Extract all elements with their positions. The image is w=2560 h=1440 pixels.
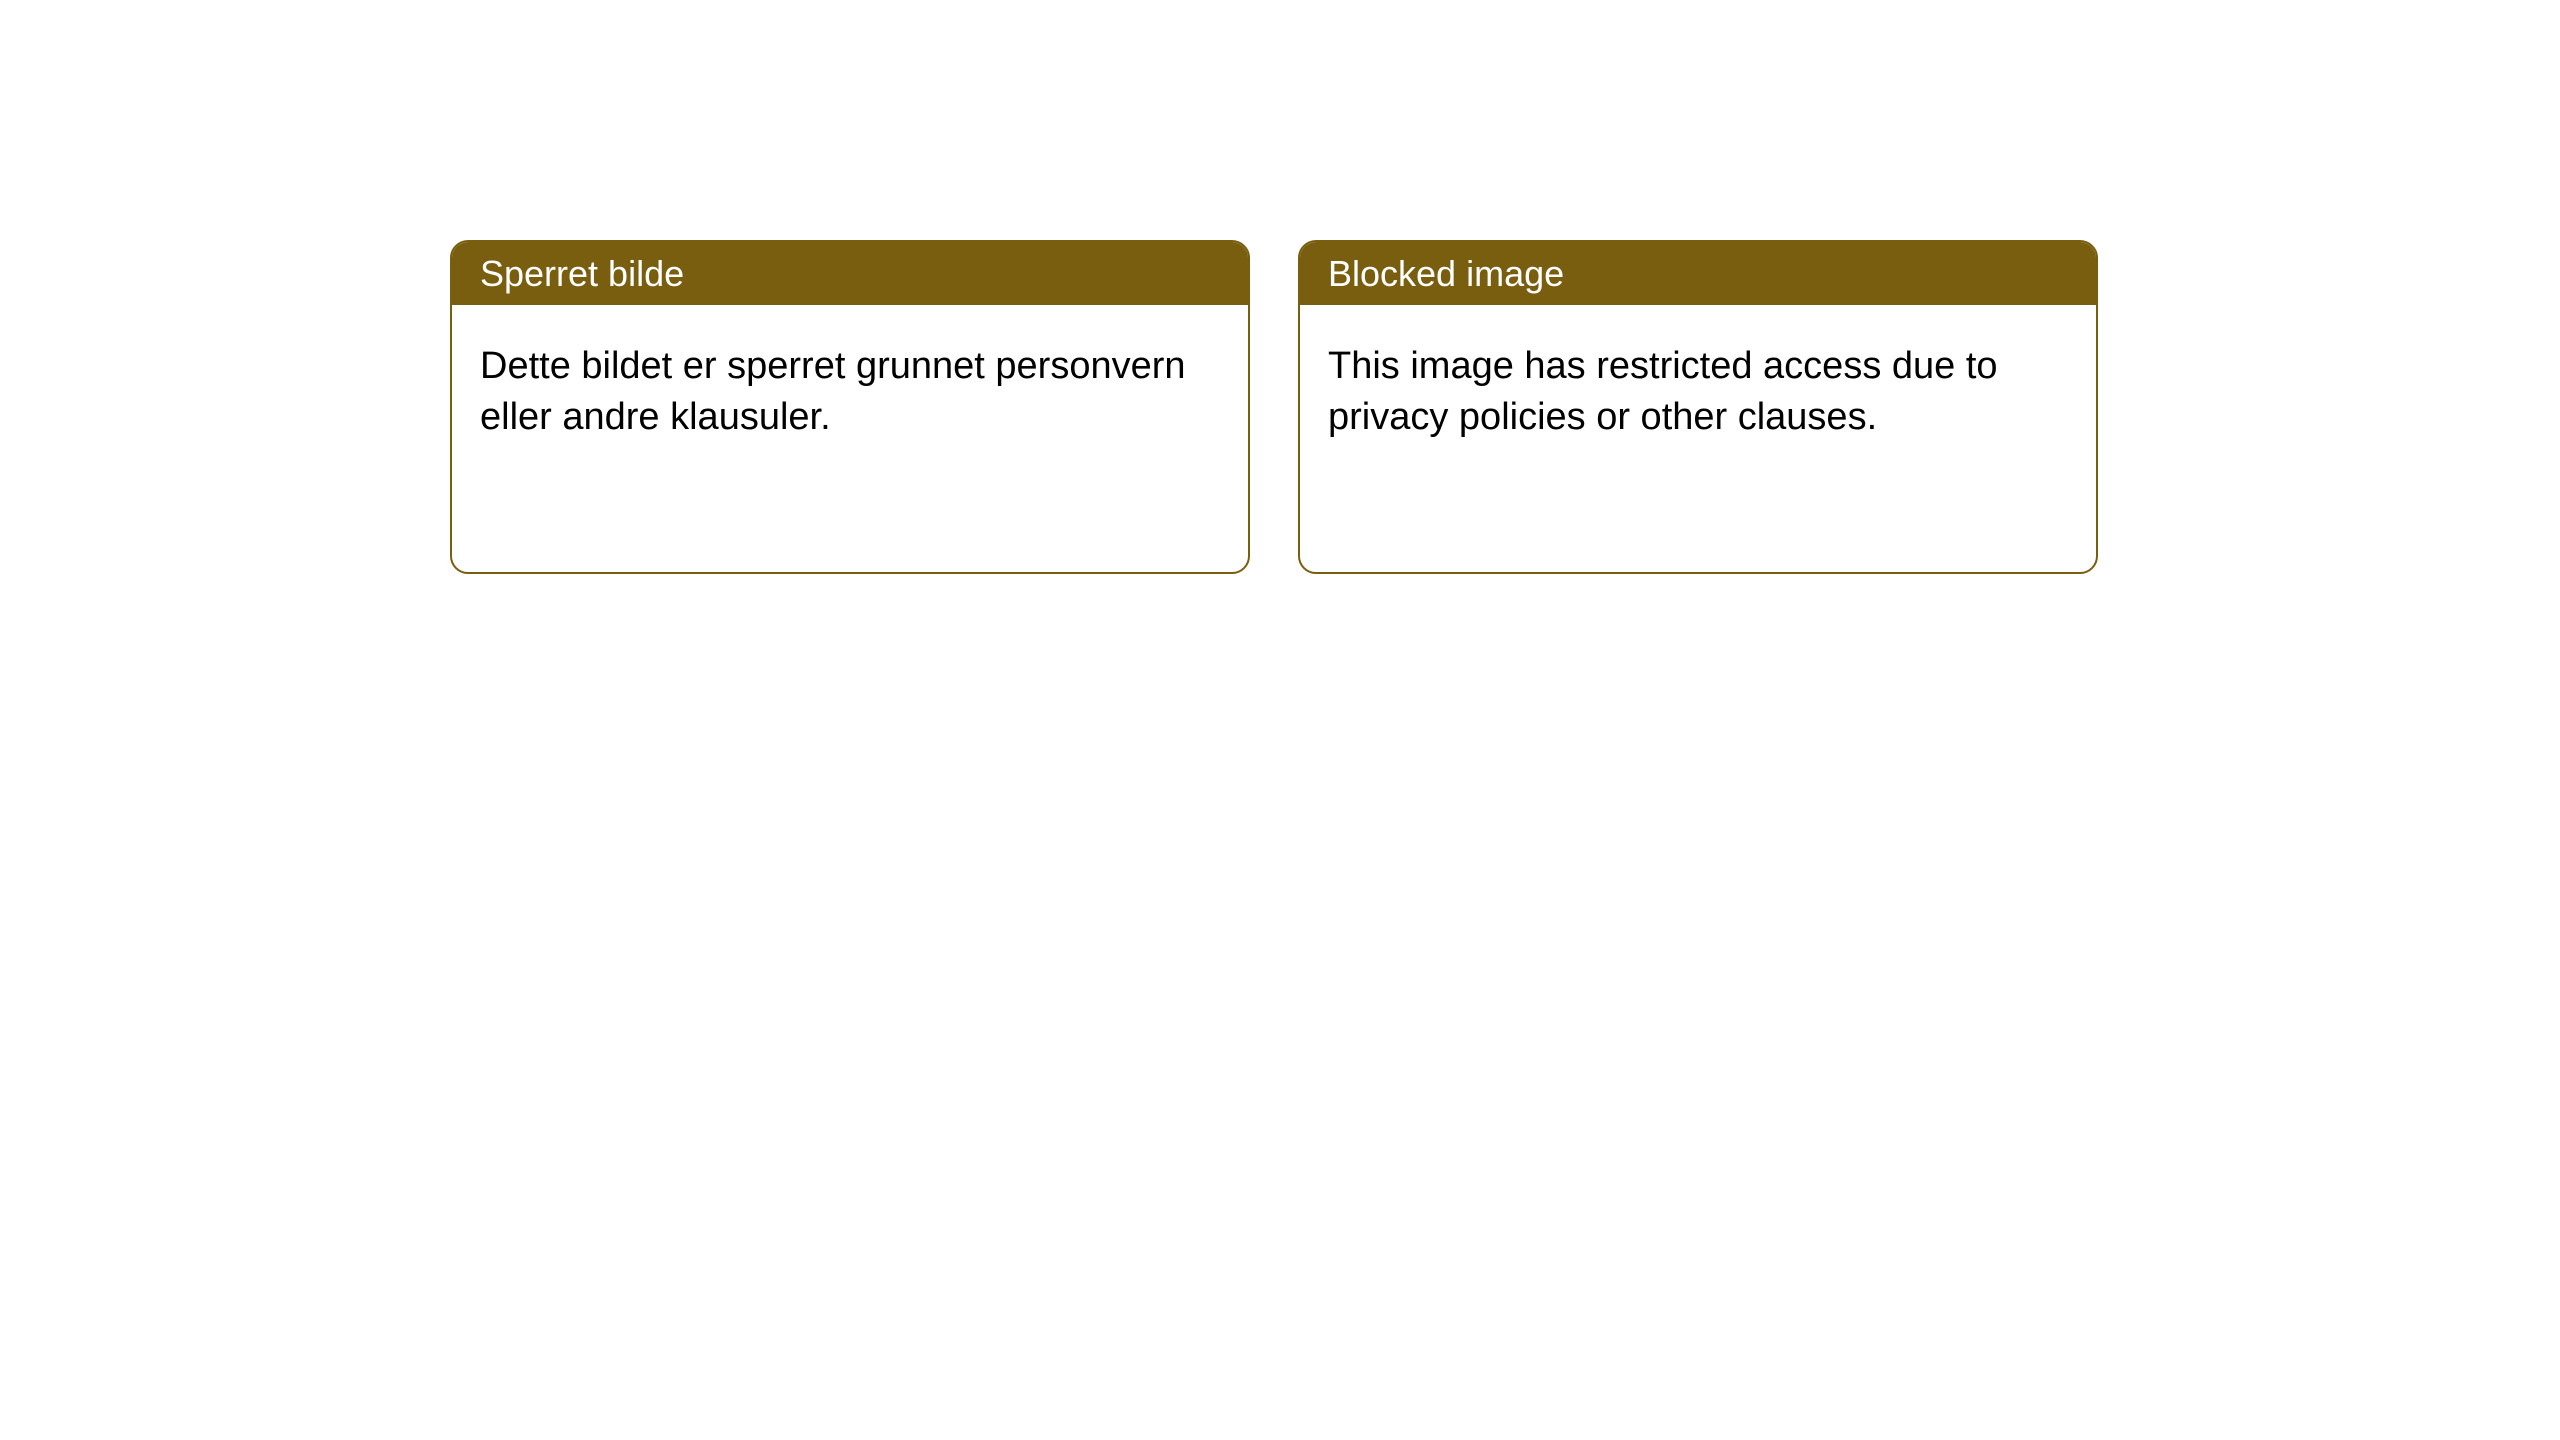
notice-card-english: Blocked image This image has restricted … [1298, 240, 2098, 574]
notice-card-norwegian: Sperret bilde Dette bildet er sperret gr… [450, 240, 1250, 574]
notice-body-norwegian: Dette bildet er sperret grunnet personve… [452, 305, 1248, 480]
notice-header-english: Blocked image [1300, 242, 2096, 305]
notice-body-english: This image has restricted access due to … [1300, 305, 2096, 480]
notice-header-norwegian: Sperret bilde [452, 242, 1248, 305]
notice-container: Sperret bilde Dette bildet er sperret gr… [0, 0, 2560, 574]
